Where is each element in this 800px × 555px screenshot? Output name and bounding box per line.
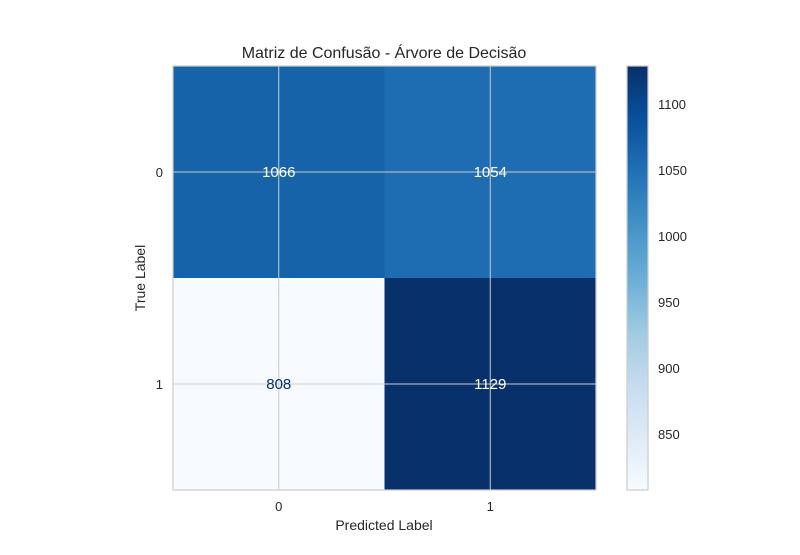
colorbar-tick-label: 850	[658, 427, 680, 442]
chart-title: Matriz de Confusão - Árvore de Decisão	[242, 43, 527, 62]
cell-value-label: 1066	[262, 164, 295, 181]
x-tick-label: 1	[487, 499, 494, 514]
y-tick-label: 0	[156, 165, 163, 180]
y-tick-labels: 01	[156, 165, 163, 392]
cell-value-labels: 1066 1054 808 1129	[262, 164, 507, 393]
cell-value-label: 1054	[474, 164, 507, 181]
gridlines	[173, 66, 596, 490]
cell-value-label: 1129	[474, 376, 506, 393]
heatmap-cells	[173, 66, 597, 491]
y-tick-label: 1	[156, 377, 163, 392]
colorbar-tick-labels: 850 900 950 1000 1050 1100	[658, 97, 687, 442]
plot-frame	[172, 65, 597, 491]
colorbar	[626, 65, 649, 491]
y-axis-label: True Label	[132, 245, 148, 311]
x-axis-label: Predicted Label	[335, 517, 432, 533]
cell-value-label: 808	[266, 376, 291, 393]
colorbar-tick-label: 1000	[658, 229, 687, 244]
x-tick-label: 0	[275, 499, 282, 514]
colorbar-tick-label: 900	[658, 361, 680, 376]
colorbar-tick-label: 1050	[658, 163, 687, 178]
colorbar-tick-label: 1100	[658, 97, 686, 112]
colorbar-tick-label: 950	[658, 295, 680, 310]
